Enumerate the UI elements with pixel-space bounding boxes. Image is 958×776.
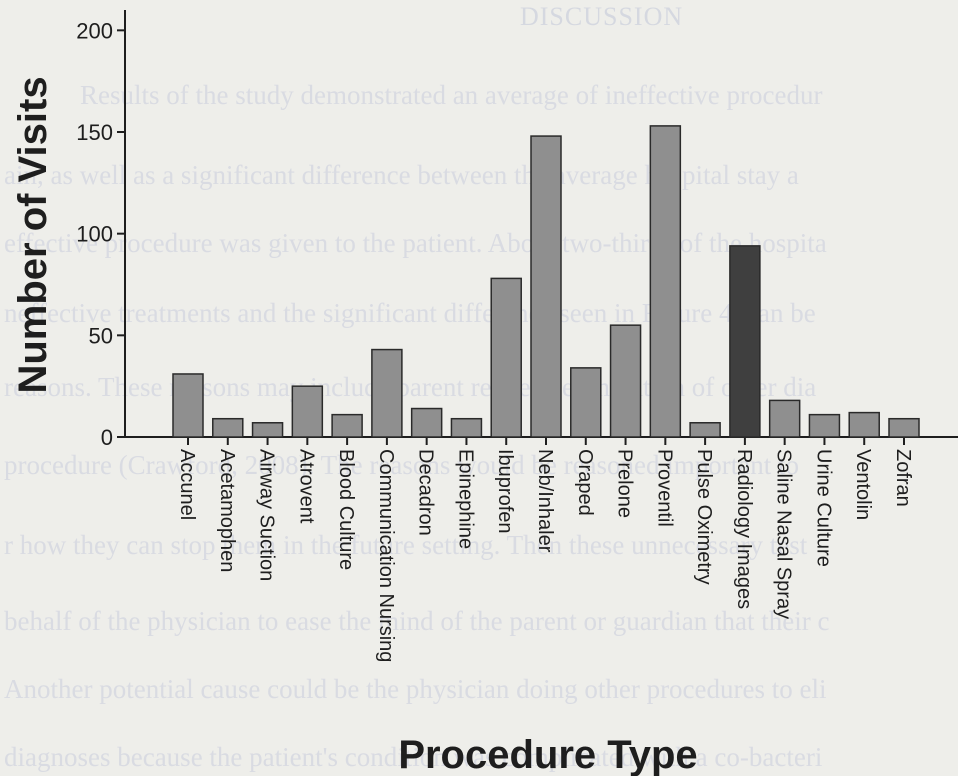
x-axis-title: Procedure Type: [398, 733, 697, 776]
y-tick-label: 100: [76, 222, 113, 247]
x-tick-label: Ibuprofen: [494, 449, 516, 534]
x-tick-label: Zofran: [892, 449, 914, 507]
bar: [410, 407, 443, 438]
bars-group: [172, 125, 920, 438]
x-tick-label: Blood Culture: [335, 449, 357, 570]
x-axis: [125, 436, 958, 445]
x-tick-labels: Accunel Acetamophen Airway Suction Atrovent…: [176, 449, 914, 662]
y-tick-label: 50: [89, 323, 113, 348]
x-tick-label: Airway Suction: [256, 449, 278, 581]
bar: [530, 135, 562, 438]
bar: [768, 399, 801, 438]
x-tick-label: Acetamophen: [216, 449, 238, 572]
bar: [729, 245, 761, 438]
bar: [172, 373, 204, 438]
bar: [848, 411, 880, 438]
bar: [808, 413, 841, 438]
bar: [888, 417, 920, 438]
bar: [371, 348, 403, 438]
bar: [490, 277, 522, 438]
x-tick-label: Proventil: [653, 449, 675, 527]
bar: [212, 417, 244, 438]
y-tick-label: 0: [101, 425, 113, 450]
bar: [291, 385, 324, 438]
x-tick-label: Prelone: [614, 449, 636, 518]
x-tick-label: Oraped: [574, 449, 596, 516]
x-tick-label: Atrovent: [295, 449, 317, 524]
x-tick-label: Accunel: [176, 449, 198, 520]
y-tick-label: 150: [76, 120, 113, 145]
y-axis-title: Number of Visits: [11, 76, 55, 393]
y-tick-label: 200: [76, 18, 113, 43]
x-tick-label: Epinephine: [454, 449, 476, 549]
bar: [649, 125, 682, 438]
bar: [450, 417, 483, 438]
bar: [331, 413, 363, 438]
x-tick-label: Urine Culture: [812, 449, 834, 567]
bar: [251, 422, 284, 438]
bar: [570, 367, 602, 438]
x-tick-label: Decadron: [415, 449, 437, 536]
bar: [609, 324, 642, 438]
x-tick-label: Ventolin: [852, 449, 874, 520]
y-axis: 0 50 100 150 200: [76, 10, 126, 450]
bar: [689, 422, 721, 438]
background-heading: DISCUSSION: [520, 2, 684, 31]
x-tick-label: Pulse Oximetry: [693, 449, 715, 585]
x-tick-label: Communication Nursing: [375, 449, 397, 662]
x-tick-label: Neb/Inhaler: [534, 449, 556, 553]
x-tick-label: Saline Nasal Spray: [773, 449, 795, 619]
x-tick-label: Radiology Images: [733, 449, 755, 609]
